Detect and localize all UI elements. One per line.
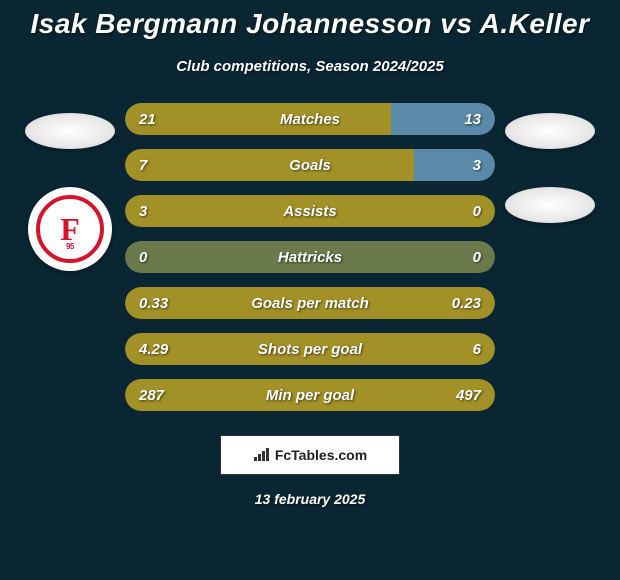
club-badge-right: [505, 187, 595, 223]
stat-row: 0.33 Goals per match 0.23: [125, 287, 495, 319]
stat-value-right: 6: [473, 341, 481, 358]
stat-value-left: 3: [139, 203, 147, 220]
stat-label: Matches: [280, 111, 340, 128]
player-avatar-right: [505, 113, 595, 149]
stat-label: Hattricks: [278, 249, 342, 266]
stat-value-right: 0.23: [452, 295, 481, 312]
stat-bars: 21 Matches 13 7 Goals 3 3 Assists 0 0 Hattricks 0 0.…: [125, 103, 495, 411]
stat-row: 7 Goals 3: [125, 149, 495, 181]
fortuna-badge-icon: F 95: [36, 195, 104, 263]
left-player-col: F 95: [15, 103, 125, 411]
stat-label: Shots per goal: [258, 341, 362, 358]
source-label: FcTables.com: [275, 447, 367, 463]
stat-row: 4.29 Shots per goal 6: [125, 333, 495, 365]
chart-icon: [253, 448, 271, 462]
stat-row: 21 Matches 13: [125, 103, 495, 135]
stat-row: 0 Hattricks 0: [125, 241, 495, 273]
club-badge-left: F 95: [28, 187, 112, 271]
stat-value-right: 0: [473, 249, 481, 266]
date-label: 13 february 2025: [255, 491, 366, 507]
right-player-col: [495, 103, 605, 411]
comparison-card: Isak Bergmann Johannesson vs A.Keller Cl…: [0, 0, 620, 580]
stat-row: 287 Min per goal 497: [125, 379, 495, 411]
player-avatar-left: [25, 113, 115, 149]
source-badge[interactable]: FcTables.com: [220, 435, 400, 475]
stat-value-right: 497: [456, 387, 481, 404]
page-title: Isak Bergmann Johannesson vs A.Keller: [31, 8, 590, 40]
stat-label: Assists: [283, 203, 336, 220]
stat-label: Goals: [289, 157, 331, 174]
stat-value-right: 13: [464, 111, 481, 128]
stat-value-left: 21: [139, 111, 156, 128]
stat-value-left: 7: [139, 157, 147, 174]
stats-area: F 95 21 Matches 13 7 Goals 3 3 Assists 0 0 Hattric…: [0, 103, 620, 411]
stat-row: 3 Assists 0: [125, 195, 495, 227]
stat-value-left: 0.33: [139, 295, 168, 312]
stat-value-left: 287: [139, 387, 164, 404]
stat-value-right: 0: [473, 203, 481, 220]
page-subtitle: Club competitions, Season 2024/2025: [176, 58, 444, 75]
stat-label: Min per goal: [266, 387, 354, 404]
stat-value-left: 4.29: [139, 341, 168, 358]
stat-label: Goals per match: [251, 295, 369, 312]
stat-value-right: 3: [473, 157, 481, 174]
stat-value-left: 0: [139, 249, 147, 266]
